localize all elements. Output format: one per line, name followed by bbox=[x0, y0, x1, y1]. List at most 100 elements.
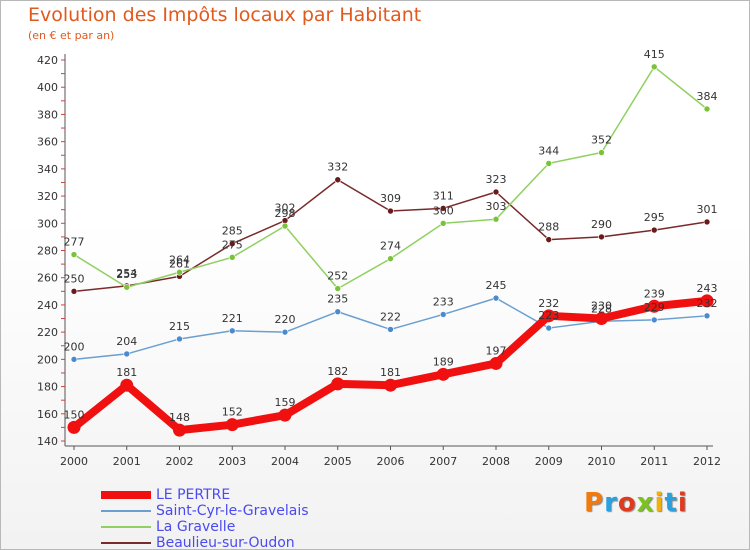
data-point bbox=[67, 420, 81, 434]
y-tick-label: 400 bbox=[37, 81, 58, 94]
data-point bbox=[439, 311, 447, 318]
data-point bbox=[489, 356, 503, 370]
data-label: 288 bbox=[538, 221, 559, 234]
legend-label: Beaulieu-sur-Oudon bbox=[156, 535, 295, 550]
data-label: 233 bbox=[433, 295, 454, 308]
legend-swatch bbox=[101, 526, 151, 528]
legend-label: Saint-Cyr-le-Gravelais bbox=[156, 503, 309, 519]
data-label: 222 bbox=[380, 310, 401, 323]
data-point bbox=[123, 283, 131, 291]
data-label: 252 bbox=[327, 270, 348, 283]
x-tick-label: 2010 bbox=[588, 455, 616, 468]
data-label: 230 bbox=[591, 300, 612, 313]
data-point bbox=[492, 188, 500, 196]
data-point bbox=[70, 288, 78, 295]
data-point bbox=[598, 149, 605, 156]
data-point bbox=[703, 105, 711, 113]
data-label: 415 bbox=[644, 48, 665, 61]
data-point bbox=[228, 327, 236, 335]
data-label: 200 bbox=[64, 340, 85, 353]
data-point bbox=[334, 308, 342, 316]
data-point bbox=[647, 299, 661, 313]
data-point bbox=[700, 294, 714, 308]
y-tick-label: 240 bbox=[37, 299, 58, 312]
data-label: 309 bbox=[380, 192, 401, 205]
data-point bbox=[278, 408, 292, 422]
data-point bbox=[595, 312, 608, 326]
x-tick-label: 2011 bbox=[640, 455, 668, 468]
x-tick-label: 2012 bbox=[693, 455, 721, 468]
chart-subtitle: (en € et par an) bbox=[28, 29, 115, 42]
data-point bbox=[650, 316, 658, 324]
brand-logo: Proxiti bbox=[584, 488, 688, 518]
y-tick-label: 160 bbox=[37, 408, 58, 421]
y-tick-label: 220 bbox=[37, 326, 58, 339]
chart-title: Evolution des Impôts locaux par Habitant bbox=[28, 4, 422, 26]
data-label: 261 bbox=[169, 257, 190, 270]
legend-label: La Gravelle bbox=[156, 519, 236, 535]
data-label: 274 bbox=[380, 240, 401, 253]
x-tick-label: 2008 bbox=[482, 455, 510, 468]
data-label: 152 bbox=[222, 406, 243, 419]
data-point bbox=[334, 176, 342, 184]
y-tick-label: 260 bbox=[37, 272, 58, 285]
data-label: 323 bbox=[486, 173, 507, 186]
y-tick-label: 140 bbox=[37, 435, 58, 448]
brand-letter: i bbox=[677, 488, 688, 518]
data-label: 301 bbox=[697, 203, 718, 216]
data-point bbox=[545, 236, 553, 243]
data-point bbox=[384, 378, 397, 392]
data-label: 254 bbox=[116, 267, 137, 280]
data-point bbox=[650, 226, 658, 234]
data-label: 302 bbox=[275, 202, 296, 215]
data-point bbox=[436, 367, 450, 381]
data-label: 332 bbox=[327, 161, 348, 174]
data-label: 189 bbox=[433, 355, 454, 368]
data-label: 228 bbox=[591, 302, 612, 315]
data-label: 275 bbox=[222, 238, 243, 251]
data-label: 243 bbox=[697, 282, 718, 295]
data-point bbox=[228, 240, 236, 247]
data-label: 264 bbox=[169, 253, 190, 266]
data-label: 344 bbox=[538, 144, 559, 157]
brand-letter: t bbox=[664, 488, 678, 518]
y-tick-label: 320 bbox=[37, 190, 58, 203]
y-tick-label: 340 bbox=[37, 163, 58, 176]
data-point bbox=[387, 255, 394, 262]
y-tick-label: 420 bbox=[37, 54, 58, 67]
brand-letter: x bbox=[636, 488, 655, 518]
brand-letter: r bbox=[604, 488, 618, 518]
data-label: 245 bbox=[486, 279, 507, 292]
data-label: 253 bbox=[116, 268, 137, 281]
data-point bbox=[703, 312, 711, 320]
brand-letter: P bbox=[584, 488, 605, 518]
data-label: 235 bbox=[327, 293, 348, 306]
data-label: 221 bbox=[222, 312, 243, 325]
data-point bbox=[439, 219, 447, 227]
data-point bbox=[176, 268, 183, 276]
data-label: 197 bbox=[486, 344, 507, 357]
x-tick-label: 2004 bbox=[271, 455, 299, 468]
data-label: 303 bbox=[486, 200, 507, 213]
x-tick-label: 2005 bbox=[324, 455, 352, 468]
data-label: 204 bbox=[116, 335, 137, 348]
data-label: 148 bbox=[169, 411, 190, 424]
x-tick-label: 2003 bbox=[218, 455, 246, 468]
data-point bbox=[650, 63, 658, 71]
data-label: 159 bbox=[275, 396, 296, 409]
data-label: 250 bbox=[64, 272, 85, 285]
data-point bbox=[70, 356, 78, 363]
data-point bbox=[703, 218, 711, 226]
data-label: 300 bbox=[433, 204, 454, 217]
y-tick-label: 280 bbox=[37, 245, 58, 258]
data-label: 215 bbox=[169, 320, 190, 333]
x-tick-label: 2001 bbox=[113, 455, 141, 468]
x-tick-label: 2006 bbox=[377, 455, 405, 468]
data-point bbox=[439, 205, 447, 212]
data-point bbox=[334, 285, 342, 292]
data-label: 232 bbox=[538, 297, 559, 310]
data-label: 277 bbox=[64, 236, 85, 249]
data-label: 182 bbox=[327, 365, 348, 378]
